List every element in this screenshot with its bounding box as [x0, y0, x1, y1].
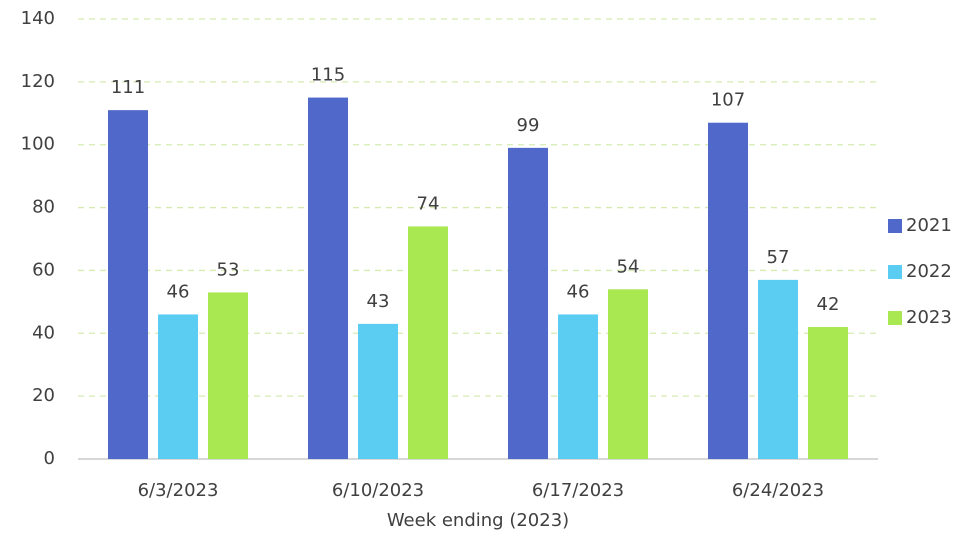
x-axis-label: Week ending (2023)	[387, 510, 569, 531]
bar	[108, 110, 148, 460]
y-tick-label: 120	[21, 71, 55, 92]
bar	[408, 226, 448, 459]
data-label: 111	[111, 77, 145, 98]
data-label: 115	[311, 65, 345, 86]
legend-swatch	[888, 311, 902, 325]
bar	[708, 122, 748, 459]
data-label: 74	[417, 193, 440, 214]
legend-swatch	[888, 265, 902, 279]
data-label: 53	[217, 259, 240, 280]
bar	[158, 314, 198, 459]
bar	[808, 327, 848, 459]
bar	[208, 292, 248, 459]
data-label: 42	[817, 294, 840, 315]
bar	[358, 323, 398, 459]
legend-label: 2023	[906, 307, 952, 328]
data-label: 107	[711, 90, 745, 111]
data-label: 99	[517, 115, 540, 136]
data-label: 43	[367, 291, 390, 312]
bar	[308, 97, 348, 460]
y-tick-label: 20	[32, 385, 55, 406]
bar	[758, 279, 798, 459]
legend-swatch	[888, 219, 902, 233]
data-label: 54	[617, 256, 640, 277]
y-tick-label: 0	[44, 448, 55, 469]
data-label: 46	[567, 281, 590, 302]
bar	[558, 314, 598, 459]
legend-label: 2021	[906, 215, 952, 236]
bar	[508, 147, 548, 459]
y-tick-label: 100	[21, 134, 55, 155]
x-tick-label: 6/3/2023	[138, 480, 219, 501]
data-label: 46	[167, 281, 190, 302]
y-tick-label: 140	[21, 8, 55, 29]
bar	[608, 289, 648, 459]
x-tick-label: 6/24/2023	[732, 480, 824, 501]
y-tick-label: 40	[32, 322, 55, 343]
legend-label: 2022	[906, 261, 952, 282]
x-tick-label: 6/17/2023	[532, 480, 624, 501]
x-tick-label: 6/10/2023	[332, 480, 424, 501]
y-tick-label: 80	[32, 197, 55, 218]
data-label: 57	[767, 247, 790, 268]
y-tick-label: 60	[32, 259, 55, 280]
